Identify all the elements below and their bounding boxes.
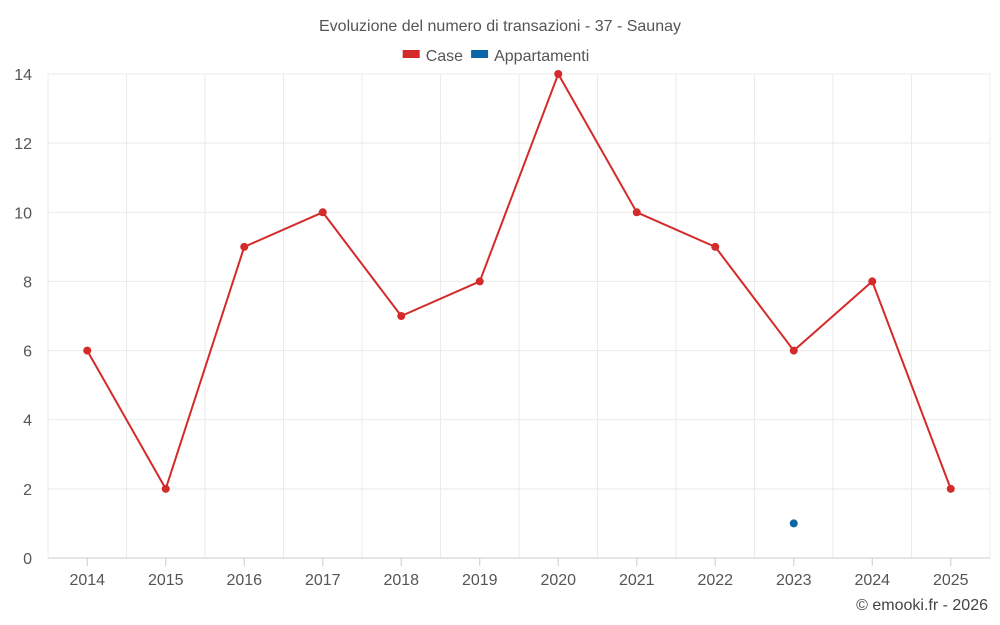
data-point-case [240,242,249,251]
x-tick-label: 2016 [226,572,262,589]
y-tick-label: 4 [23,413,32,430]
x-tick-label: 2014 [69,572,105,589]
x-tick-label: 2018 [383,572,419,589]
y-tick-label: 0 [23,551,32,568]
x-tick-label: 2023 [776,572,812,589]
data-point-case [711,242,720,251]
x-tick-label: 2019 [462,572,498,589]
series-layer [83,70,955,528]
grid [47,73,991,558]
y-tick-label: 2 [23,482,32,499]
data-point-case [318,208,327,217]
y-tick-label: 14 [14,67,32,84]
series-line-case [86,73,952,490]
legend-swatch-case [402,50,420,58]
x-tick-label: 2017 [305,572,341,589]
data-point-case [632,208,641,217]
data-point-case [397,312,406,320]
data-point-case [946,484,955,493]
y-tick-label: 6 [23,344,32,361]
legend-swatch-appartamenti [471,50,489,58]
legend-label-case: Case [426,48,463,65]
data-point-case [475,277,484,286]
data-point-case [554,70,563,78]
x-tick-label: 2025 [933,572,969,589]
data-point-case [868,277,877,286]
x-tick-label: 2021 [619,572,655,589]
x-tick-label: 2015 [148,572,184,589]
data-point-case [789,346,798,355]
x-axis: 2014 2015 2016 2017 2018 2019 2020 2021 2022 2023… [48,557,990,589]
y-tick-label: 12 [14,136,32,153]
x-tick-label: 2020 [540,572,576,589]
x-tick-label: 2022 [697,572,733,589]
legend: Case Appartamenti [402,48,589,65]
data-point-case [161,484,170,493]
legend-label-appartamenti: Appartamenti [494,48,589,65]
y-tick-label: 10 [14,205,32,222]
x-tick-label: 2024 [854,572,890,589]
credit-text: © emooki.fr - 2026 [856,597,988,614]
data-point-case [83,346,92,355]
data-point-appartamenti [789,519,798,528]
y-axis: 0 2 4 6 8 10 12 14 [14,67,32,568]
y-tick-label: 8 [23,274,32,291]
chart-title: Evoluzione del numero di transazioni - 3… [319,18,681,35]
